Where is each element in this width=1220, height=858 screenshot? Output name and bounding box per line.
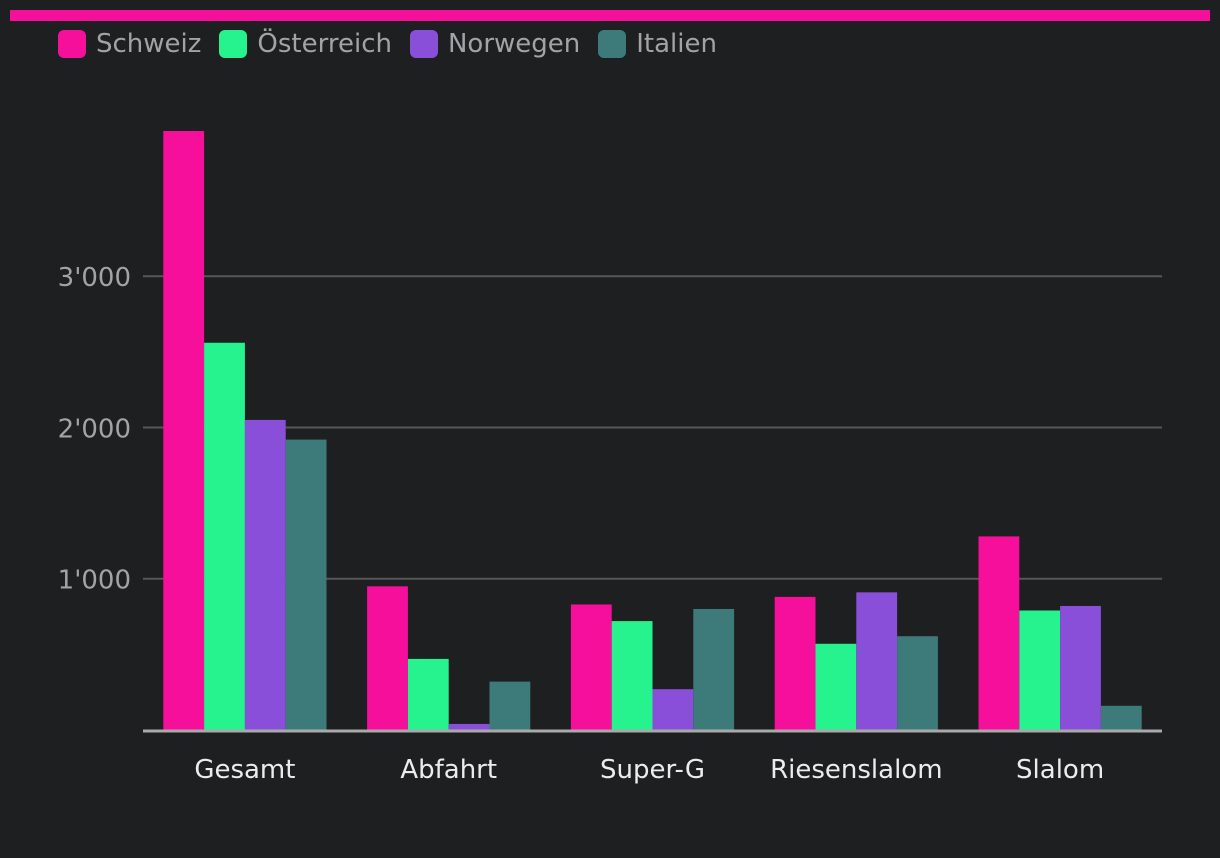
bar-schweiz-abfahrt[interactable]	[367, 586, 408, 730]
bar-norwegen-riesenslalom[interactable]	[856, 592, 898, 730]
bar-schweiz-riesenslalom[interactable]	[774, 596, 816, 730]
bar-norwegen-slalom[interactable]	[1060, 605, 1101, 730]
bar-österreich-super-g[interactable]	[611, 621, 653, 730]
legend-label-italien: Italien	[636, 29, 717, 59]
bar-österreich-slalom[interactable]	[1019, 610, 1061, 730]
x-tick-label: Slalom	[1016, 755, 1104, 785]
legend-swatch-italien	[598, 30, 627, 58]
bar-italien-gesamt[interactable]	[285, 439, 327, 730]
legend-item-italien[interactable]: Italien	[598, 29, 717, 59]
bar-italien-slalom[interactable]	[1100, 705, 1142, 730]
accent-bar	[10, 10, 1210, 21]
legend-swatch-oesterreich	[219, 30, 248, 58]
x-tick-label: Abfahrt	[400, 755, 497, 785]
y-tick-label: 2'000	[58, 414, 131, 444]
x-tick-label: Riesenslalom	[770, 755, 942, 785]
y-tick-label: 1'000	[58, 566, 131, 596]
bar-österreich-abfahrt[interactable]	[407, 658, 449, 730]
legend-swatch-schweiz	[58, 30, 86, 58]
legend-label-norwegen: Norwegen	[447, 29, 581, 59]
bar-italien-abfahrt[interactable]	[489, 681, 531, 730]
bar-norwegen-abfahrt[interactable]	[448, 723, 490, 730]
bar-schweiz-gesamt[interactable]	[163, 131, 205, 730]
legend-swatch-norwegen	[409, 30, 438, 58]
y-tick-label: 3'000	[58, 263, 131, 293]
bar-schweiz-super-g[interactable]	[570, 604, 612, 730]
bar-österreich-gesamt[interactable]	[204, 342, 245, 730]
bar-norwegen-super-g[interactable]	[652, 689, 694, 730]
legend-label-oesterreich: Österreich	[257, 29, 392, 59]
bar-österreich-riesenslalom[interactable]	[815, 643, 857, 730]
bar-norwegen-gesamt[interactable]	[244, 419, 286, 730]
legend-item-oesterreich[interactable]: Österreich	[219, 29, 392, 59]
bar-italien-riesenslalom[interactable]	[897, 636, 938, 730]
legend-item-schweiz[interactable]: Schweiz	[58, 29, 201, 59]
bar-schweiz-slalom[interactable]	[978, 536, 1020, 730]
legend-label-schweiz: Schweiz	[96, 29, 202, 59]
legend: Schweiz Österreich Norwegen Italien	[58, 26, 735, 62]
x-tick-label: Super-G	[600, 755, 705, 785]
bar-italien-super-g[interactable]	[693, 608, 735, 730]
legend-item-norwegen[interactable]: Norwegen	[409, 29, 581, 59]
x-tick-label: Gesamt	[194, 755, 295, 785]
